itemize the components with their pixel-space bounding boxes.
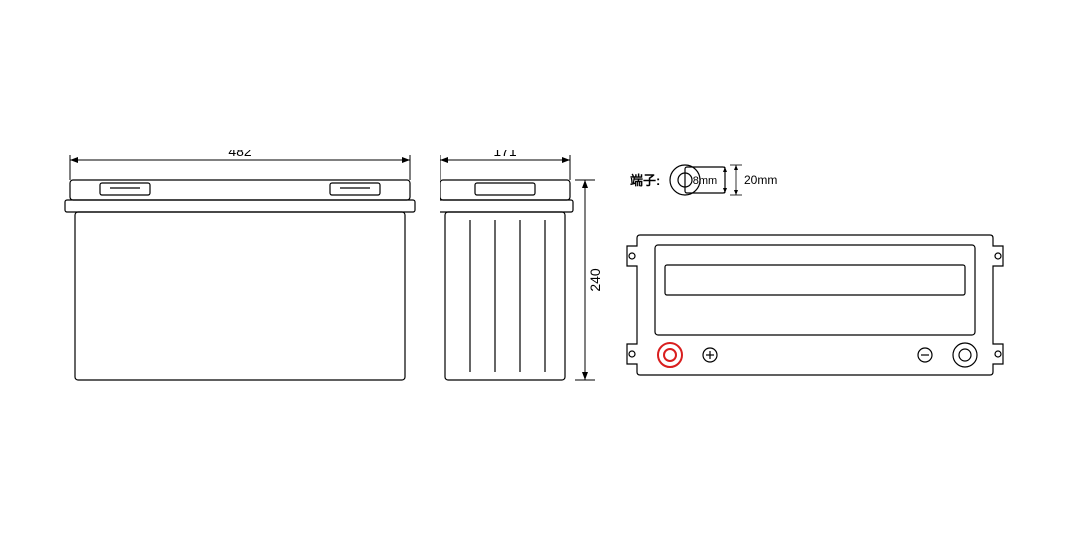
- dimension-height-value: 240: [587, 268, 603, 292]
- dimension-depth-value: 171: [493, 150, 517, 159]
- top-view: [625, 230, 1025, 390]
- dimension-terminal-outer: 20mm: [730, 165, 777, 195]
- dimension-width: 482: [70, 150, 410, 180]
- dimension-depth: 171: [440, 150, 570, 180]
- terminal-detail: 端子: 8mm 20mm: [630, 160, 830, 210]
- dimension-width-value: 482: [228, 150, 252, 159]
- terminal-outer-value: 20mm: [744, 173, 777, 187]
- front-view: 482: [60, 150, 460, 410]
- battery-side: [440, 180, 573, 380]
- terminal-inner-value: 8mm: [693, 175, 717, 187]
- battery-front: [65, 180, 415, 380]
- dimension-height: 240: [575, 180, 603, 380]
- plus-icon: [703, 348, 717, 362]
- terminal-label: 端子:: [630, 173, 660, 188]
- minus-icon: [918, 348, 932, 362]
